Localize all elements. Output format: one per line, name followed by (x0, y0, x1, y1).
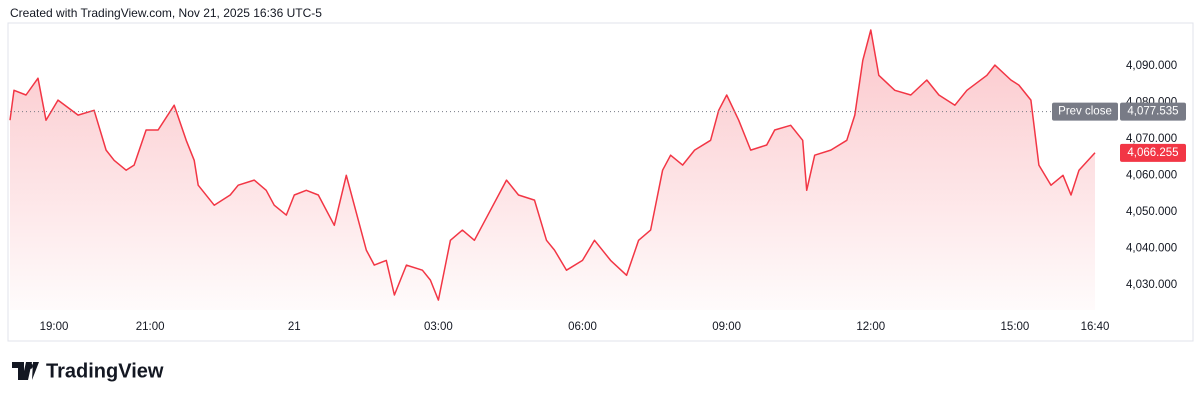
x-tick-label: 03:00 (424, 321, 453, 333)
logo-icon (12, 362, 39, 380)
last-value-label: 4,066.255 (1127, 147, 1178, 159)
logo: TradingView (12, 360, 164, 382)
x-tick-label: 19:00 (40, 321, 69, 333)
x-tick-label: 21 (288, 321, 301, 333)
y-tick-label: 4,070.000 (1126, 133, 1177, 145)
x-tick-label: 06:00 (568, 321, 597, 333)
price-line (9, 29, 1096, 301)
y-tick-label: 4,030.000 (1126, 279, 1177, 291)
y-tick-label: 4,090.000 (1126, 60, 1177, 72)
x-tick-label: 21:00 (136, 321, 165, 333)
prev-close-value: 4,077.535 (1127, 106, 1178, 118)
x-tick-label: 09:00 (712, 321, 741, 333)
area-fill (10, 30, 1095, 310)
x-tick-label: 16:40 (1081, 321, 1110, 333)
x-tick-label: 12:00 (856, 321, 885, 333)
last-value-box (1120, 143, 1186, 162)
chart-frame (7, 22, 1194, 342)
logo-dot (27, 363, 33, 369)
y-tick-label: 4,050.000 (1126, 206, 1177, 218)
logo-text: TradingView (46, 360, 164, 382)
header: Created with TradingView.com, Nov 21, 20… (10, 6, 322, 20)
x-tick-label: 15:00 (1001, 321, 1030, 333)
prev-close-name-box (1052, 102, 1118, 121)
y-tick-label: 4,040.000 (1126, 243, 1177, 255)
prev-close-name: Prev close (1058, 106, 1112, 118)
y-tick-label: 4,060.000 (1126, 170, 1177, 182)
prev-close-value-box (1120, 102, 1186, 121)
